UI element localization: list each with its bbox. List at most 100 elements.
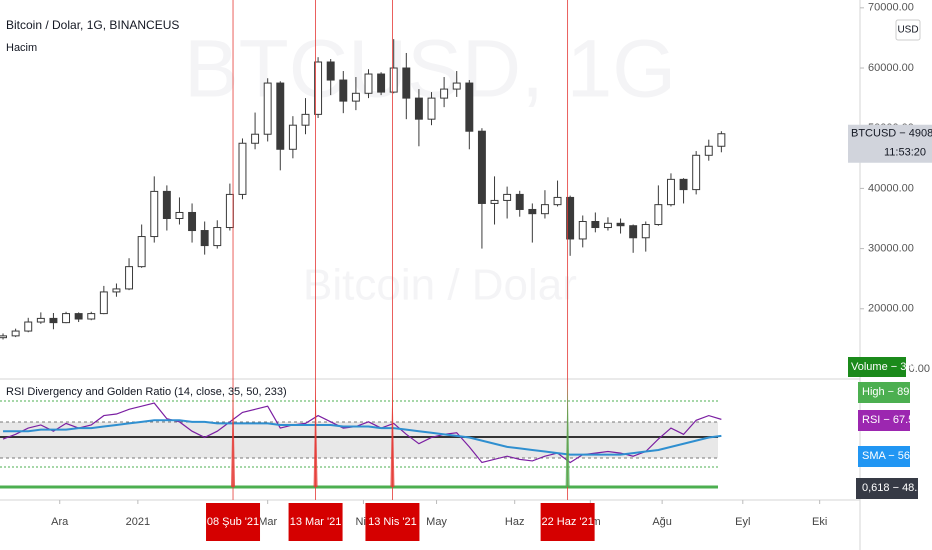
- indicator-label-box: [858, 446, 910, 467]
- candle-body: [377, 73, 386, 93]
- last-price-box: [848, 124, 932, 163]
- y-tick-label: 60000.00: [868, 62, 914, 74]
- candle-body: [351, 92, 360, 102]
- candle-body: [717, 133, 726, 147]
- volume-label-box: [848, 357, 906, 377]
- candle-body: [452, 82, 461, 90]
- candle-body: [692, 154, 701, 191]
- y-tick-label: 40000.00: [868, 182, 914, 194]
- signal-box: [540, 503, 595, 541]
- volume-title: Hacim: [6, 42, 37, 54]
- candle-body: [339, 79, 348, 102]
- candle-body: [389, 67, 398, 93]
- x-tick-label: May: [426, 516, 447, 528]
- candle-body: [629, 225, 638, 239]
- signal-label: 08 Şub '21: [207, 516, 259, 528]
- indicator-line: [2, 402, 722, 464]
- volume-label: Volume − 346: [851, 361, 919, 373]
- signal-spike: [390, 382, 395, 487]
- candle-body: [137, 236, 146, 268]
- candle-body: [62, 313, 71, 324]
- indicator-label: 0,618 − 48.26: [862, 482, 930, 494]
- x-tick-label: Mar: [258, 516, 277, 528]
- x-tick-label: Ağu: [652, 516, 672, 528]
- y-tick-label: 20000.00: [868, 303, 914, 315]
- countdown: 11:53:20: [884, 147, 926, 159]
- candle-body: [125, 266, 134, 290]
- candle-body: [578, 221, 587, 240]
- indicator-line: [3, 419, 722, 456]
- candle-body: [553, 196, 562, 206]
- candle-body: [314, 61, 323, 115]
- candle-body: [188, 211, 197, 232]
- x-tick-label: 2021: [126, 516, 150, 528]
- watermark-sub: Bitcoin / Dolar: [303, 261, 577, 310]
- candle-body: [326, 61, 335, 81]
- candle-body: [276, 82, 285, 150]
- candle-body: [641, 224, 650, 239]
- candle-body: [288, 124, 297, 150]
- candle-body: [99, 291, 108, 315]
- candle-body: [666, 178, 675, 206]
- y-tick-label: 30000.00: [868, 242, 914, 254]
- x-tick-label: Ara: [51, 516, 69, 528]
- signal-label: 13 Nis '21: [368, 516, 417, 528]
- candle-body: [11, 330, 20, 337]
- candle-body: [465, 82, 474, 132]
- signal-spike: [231, 382, 236, 487]
- x-tick-label: Eyl: [735, 516, 750, 528]
- candle-body: [591, 221, 600, 229]
- signal-box: [288, 503, 343, 541]
- volume-axis-label: 0.00: [909, 363, 930, 375]
- candle-body: [225, 193, 234, 229]
- signal-spike: [565, 382, 570, 487]
- candle-body: [301, 113, 310, 126]
- candle-body: [74, 313, 83, 320]
- candle-body: [263, 82, 272, 135]
- signal-box: [365, 503, 420, 541]
- candle-body: [414, 97, 423, 120]
- candle-body: [112, 288, 121, 293]
- candle-body: [200, 230, 209, 247]
- signal-label: 22 Haz '21: [541, 516, 593, 528]
- candle-body: [49, 317, 58, 324]
- candle-body: [603, 222, 612, 229]
- currency-button[interactable]: [895, 19, 921, 41]
- candle-body: [477, 130, 486, 204]
- candle-body: [24, 321, 33, 332]
- candle-body: [238, 142, 247, 195]
- rsi-band: [0, 422, 718, 458]
- indicator-label-box: [858, 410, 910, 431]
- candle-body: [251, 133, 260, 144]
- candle-body: [540, 204, 549, 215]
- indicator-label-box: [858, 382, 910, 403]
- currency-button-label[interactable]: USD: [897, 25, 918, 36]
- candle-body: [490, 199, 499, 204]
- candle-body: [566, 196, 575, 240]
- candle-body: [679, 178, 688, 191]
- candle-body: [402, 67, 411, 99]
- signal-label: 13 Mar '21: [290, 516, 342, 528]
- indicator-label: High − 89.22: [862, 386, 925, 398]
- candle-body: [616, 222, 625, 227]
- x-tick-label: Haz: [505, 516, 525, 528]
- candle-body: [175, 211, 184, 219]
- candle-body: [87, 313, 96, 320]
- candle-body: [528, 208, 537, 215]
- last-price-label: BTCUSD − 49080.05: [851, 128, 932, 140]
- indicator-label: SMA − 56.99: [862, 450, 925, 462]
- candle-body: [440, 88, 449, 99]
- candle-body: [36, 317, 45, 323]
- candle-body: [213, 227, 222, 247]
- x-tick-label: Eki: [812, 516, 827, 528]
- signal-spike: [313, 382, 318, 487]
- candle-body: [654, 204, 663, 226]
- candle-body: [162, 190, 171, 219]
- candle-body: [0, 335, 7, 339]
- indicator-label-box: [856, 478, 918, 499]
- chart-title: Bitcoin / Dolar, 1G, BINANCEUS: [6, 18, 179, 32]
- candle-body: [503, 193, 512, 201]
- candle-body: [364, 73, 373, 94]
- candle-body: [704, 145, 713, 156]
- candle-body: [150, 190, 159, 238]
